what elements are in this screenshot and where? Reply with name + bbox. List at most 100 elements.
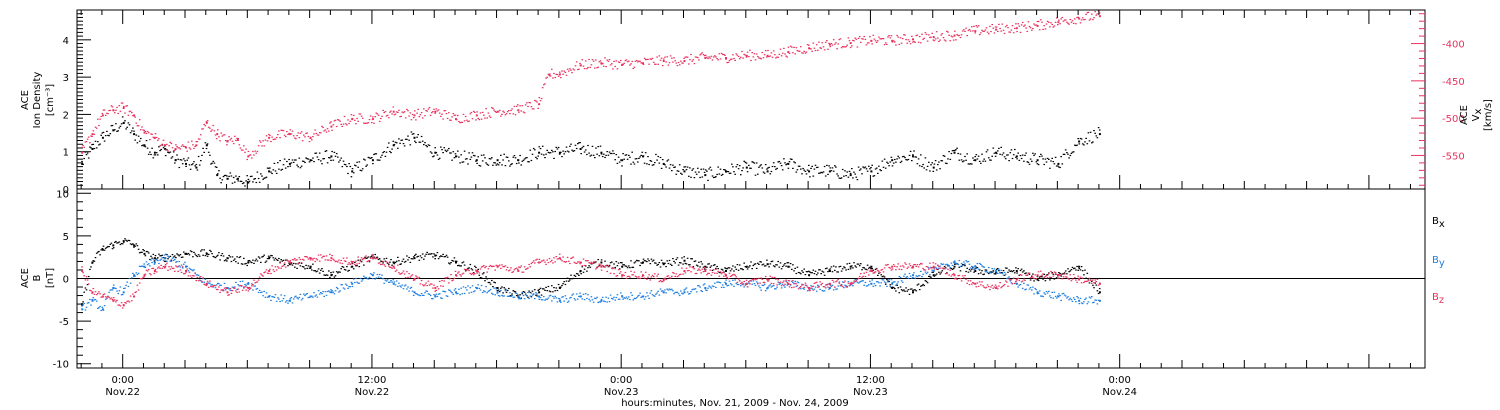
density-point — [564, 151, 567, 153]
density-point — [969, 163, 972, 165]
bz-point — [408, 273, 410, 275]
bz-point — [339, 262, 341, 264]
vx-point — [1001, 23, 1004, 25]
density-point — [583, 151, 586, 153]
by-point — [443, 290, 445, 293]
by-value-point — [455, 291, 457, 294]
by-point — [895, 284, 897, 286]
vx-value-point — [392, 110, 395, 113]
by-point — [1066, 297, 1068, 299]
vx-point — [884, 42, 887, 44]
by-point — [890, 279, 893, 281]
vx-point — [461, 121, 464, 123]
bx-point — [590, 263, 593, 265]
density-point — [486, 163, 488, 165]
density-point — [1095, 135, 1098, 137]
bx-point — [547, 285, 550, 288]
bz-point — [297, 262, 299, 264]
density-point — [622, 153, 624, 155]
bz-point — [161, 267, 164, 269]
bx-point — [528, 290, 530, 292]
by-point — [806, 290, 809, 292]
bx-point — [246, 264, 248, 267]
bz-point — [324, 259, 327, 261]
bx-point — [452, 260, 455, 262]
by-point — [251, 283, 253, 285]
bz-point — [569, 262, 571, 265]
bx-point — [255, 258, 258, 260]
bx-point — [860, 263, 862, 265]
bx-point — [781, 265, 784, 268]
bx-point — [744, 266, 747, 268]
bz-point — [1017, 277, 1019, 279]
by-point — [181, 267, 184, 269]
density-point — [1081, 143, 1084, 145]
bx-point — [99, 254, 101, 256]
by-point — [989, 271, 991, 273]
bz-point — [160, 264, 162, 266]
bz-value-point — [455, 274, 457, 277]
vx-point — [630, 63, 632, 65]
bx-point — [417, 255, 419, 257]
by-point — [440, 297, 442, 299]
vx-point — [224, 140, 227, 142]
density-point — [144, 146, 147, 148]
bz-point — [1089, 279, 1092, 281]
bz-point — [315, 258, 318, 260]
density-point — [778, 160, 781, 163]
bz-point — [266, 272, 269, 274]
bz-point — [416, 276, 418, 278]
bz-point — [956, 278, 958, 280]
bx-point — [813, 273, 816, 275]
by-point — [457, 292, 459, 294]
vx-point — [240, 149, 243, 151]
by-point — [1081, 303, 1084, 305]
vx-point — [192, 144, 194, 146]
bx-point — [1049, 279, 1051, 281]
density-point — [786, 163, 788, 165]
by-point — [428, 293, 431, 295]
by-value-point — [288, 299, 291, 302]
bx-point — [738, 264, 741, 266]
bz-point — [657, 273, 659, 275]
bz-point — [594, 261, 596, 263]
vx-point — [995, 26, 998, 28]
bx-point — [527, 296, 529, 298]
bx-point — [375, 256, 378, 259]
bz-point — [513, 269, 516, 271]
vx-point — [476, 111, 478, 113]
bz-point — [449, 278, 451, 280]
bx-point — [153, 260, 156, 262]
vx-point — [493, 109, 495, 111]
bz-point — [676, 276, 679, 278]
bx-point — [854, 265, 856, 267]
bx-point — [714, 264, 716, 266]
vx-point — [779, 48, 782, 50]
density-point — [899, 161, 902, 164]
bz-value-point — [371, 257, 374, 260]
vx-point — [999, 27, 1001, 30]
bottom-panel-data — [81, 238, 1101, 312]
bz-point — [129, 295, 132, 297]
by-point — [256, 287, 259, 290]
density-point — [913, 150, 915, 152]
by-point — [835, 288, 837, 290]
bz-point — [332, 258, 335, 260]
vx-point — [232, 143, 235, 145]
vx-point — [383, 112, 385, 114]
by-point — [453, 289, 456, 291]
bx-point — [836, 271, 838, 273]
vx-point — [601, 63, 604, 65]
by-point — [749, 280, 751, 282]
density-point — [750, 167, 752, 169]
bz-point — [269, 268, 271, 270]
vx-point — [744, 54, 747, 56]
vx-point — [404, 117, 407, 119]
bx-point — [731, 268, 733, 270]
bz-point — [299, 258, 302, 261]
density-value-point — [174, 159, 177, 162]
vx-point — [410, 119, 413, 121]
vx-point — [245, 148, 247, 150]
density-point — [646, 163, 648, 165]
density-point — [874, 168, 877, 170]
